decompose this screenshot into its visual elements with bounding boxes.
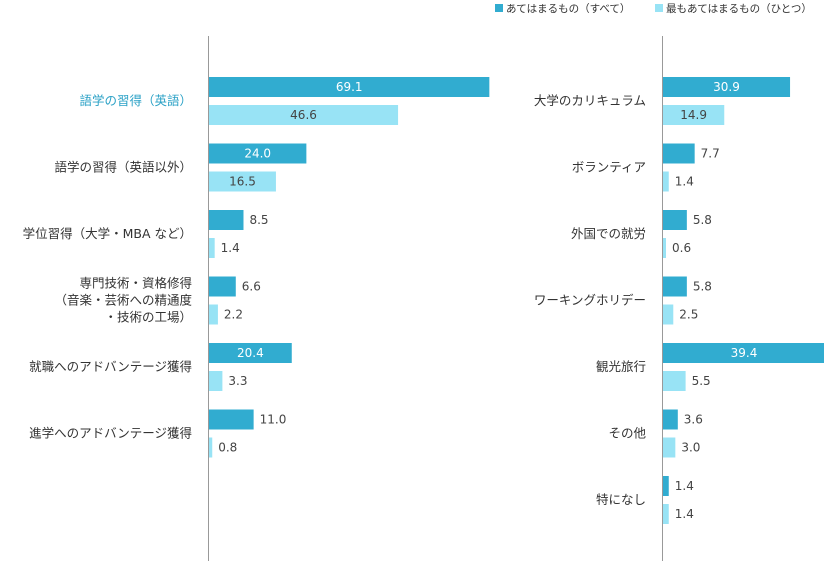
category-label: 語学の習得（英語以外） [54, 160, 192, 175]
category-label: 学位習得（大学・MBA など） [23, 226, 192, 241]
bar-most [209, 371, 223, 391]
data-label: 8.5 [249, 213, 268, 227]
category-label: 外国での就労 [571, 226, 646, 241]
legend-label-all: あてはまるもの（すべて） [506, 3, 630, 15]
bar-most [209, 238, 215, 258]
category-label: （音楽・芸術への精通度 [54, 293, 192, 308]
category-label: ボランティア [572, 160, 646, 175]
bar-all [209, 276, 236, 297]
category-label: 就職へのアドバンテージ獲得 [29, 359, 192, 374]
data-label: 24.0 [244, 147, 271, 161]
data-label: 20.4 [237, 346, 264, 360]
category-label: その他 [608, 426, 646, 441]
bar-most [209, 171, 276, 192]
bar-all [663, 409, 678, 430]
data-label: 2.2 [224, 308, 243, 322]
bar-most [209, 105, 399, 125]
data-label: 5.8 [693, 213, 712, 227]
data-label: 3.3 [228, 374, 247, 388]
bar-all [209, 77, 490, 97]
data-label: 2.5 [679, 308, 698, 322]
category-label: 専門技術・資格修得 [79, 276, 192, 291]
bar-all [663, 476, 669, 496]
data-label: 46.6 [290, 108, 317, 122]
bar-most [663, 171, 669, 192]
data-label: 39.4 [731, 346, 758, 360]
bar-most [663, 105, 725, 125]
bar-most [663, 504, 669, 524]
data-label: 6.6 [242, 280, 261, 294]
data-label: 5.8 [693, 280, 712, 294]
data-label: 3.6 [684, 413, 703, 427]
bar-all [209, 409, 254, 430]
data-label: 30.9 [713, 80, 740, 94]
category-label: ワーキングホリデー [534, 293, 646, 308]
bar-all [663, 143, 695, 164]
bar-all [209, 343, 292, 363]
bar-all [663, 77, 791, 97]
data-label: 14.9 [680, 108, 707, 122]
data-label: 3.0 [681, 441, 700, 455]
legend-swatch-all [495, 4, 503, 12]
data-label: 11.0 [260, 413, 287, 427]
data-label: 0.6 [672, 241, 691, 255]
bar-most [663, 238, 666, 258]
data-label: 1.4 [675, 175, 694, 189]
bar-all [663, 276, 687, 297]
data-label: 1.4 [675, 479, 694, 493]
bar-most [663, 437, 676, 458]
legend-svg: あてはまるもの（すべて） 最もあてはまるもの（ひとつ） [495, 3, 812, 15]
category-label: 進学へのアドバンテージ獲得 [29, 426, 192, 441]
bar-all [209, 210, 244, 230]
data-label: 69.1 [336, 80, 363, 94]
bar-most [209, 437, 213, 458]
category-label: 観光旅行 [596, 359, 646, 374]
category-label: 語学の習得（英語） [79, 93, 192, 108]
bar-most [209, 304, 218, 325]
category-label: 大学のカリキュラム [534, 93, 646, 108]
bar-most [663, 371, 686, 391]
category-label: ・技術の工場） [104, 310, 192, 325]
bar-all [663, 343, 824, 363]
bar-all [209, 143, 307, 164]
legend-label-most: 最もあてはまるもの（ひとつ） [666, 3, 812, 15]
data-label: 1.4 [675, 507, 694, 521]
data-label: 16.5 [229, 175, 256, 189]
data-label: 7.7 [701, 147, 720, 161]
data-label: 0.8 [218, 441, 237, 455]
bar-all [663, 210, 687, 230]
data-label: 5.5 [692, 374, 711, 388]
data-label: 1.4 [221, 241, 240, 255]
legend-swatch-most [655, 4, 663, 12]
category-label: 特になし [596, 492, 646, 507]
bar-most [663, 304, 674, 325]
